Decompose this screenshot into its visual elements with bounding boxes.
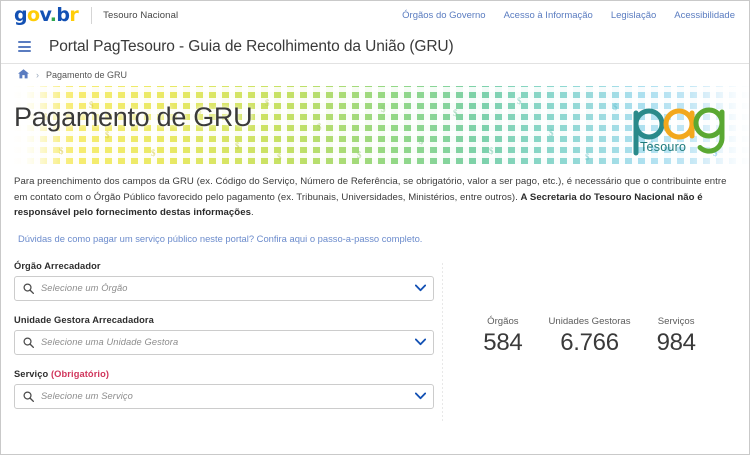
field-unidade-gestora-arrecadadora: Unidade Gestora Arrecadadora Selecione u… bbox=[14, 315, 434, 355]
stat-orgaos-value: 584 bbox=[483, 328, 523, 356]
field-label-text: Órgão Arrecadador bbox=[14, 260, 101, 271]
govbr-logo-letter-g: g bbox=[14, 4, 28, 26]
govbr-logo-letter-o: o bbox=[27, 4, 40, 26]
govbar-link-acessibilidade[interactable]: Acessibilidade bbox=[674, 10, 735, 21]
field-servico: Serviço (Obrigatório) Selecione um Servi… bbox=[14, 369, 434, 409]
intro-paragraph-text: Para preenchimento dos campos da GRU (ex… bbox=[14, 176, 727, 203]
breadcrumb: › Pagamento de GRU bbox=[1, 64, 749, 86]
govbar-link-acesso-a-informacao[interactable]: Acesso à Informação bbox=[503, 10, 593, 21]
hero-background-pattern bbox=[1, 86, 749, 164]
stat-servicos: Serviços 984 bbox=[644, 316, 709, 357]
hero-banner: $ $ $ $ $ $ $ $ $ $ $ $ $ $ $ $ $ $ $ $ … bbox=[1, 86, 749, 164]
stat-orgaos: Órgãos 584 bbox=[470, 316, 535, 357]
stat-unidades-gestoras: Unidades Gestoras 6.766 bbox=[535, 316, 643, 357]
home-icon[interactable] bbox=[18, 68, 29, 82]
header-bottom-divider bbox=[1, 63, 749, 64]
intro-paragraph: Para preenchimento dos campos da GRU (ex… bbox=[14, 174, 735, 221]
app-header: Portal PagTesouro - Guia de Recolhimento… bbox=[1, 30, 749, 63]
intro-paragraph-period: . bbox=[251, 207, 254, 218]
hamburger-icon-bar bbox=[18, 50, 31, 52]
govbar-links: Órgãos do Governo Acesso à Informação Le… bbox=[402, 10, 735, 21]
field-label-text: Serviço bbox=[14, 368, 49, 379]
select-orgao-arrecadador-placeholder: Selecione um Órgão bbox=[41, 283, 128, 293]
svg-text:Tesouro: Tesouro bbox=[640, 140, 686, 154]
gru-form: Órgão Arrecadador Selecione um Órgão bbox=[14, 261, 434, 421]
select-unidade-gestora-placeholder: Selecione uma Unidade Gestora bbox=[41, 337, 179, 347]
help-step-by-step-link[interactable]: Dúvidas de como pagar um serviço público… bbox=[18, 232, 423, 244]
govbar-link-legislacao[interactable]: Legislação bbox=[610, 10, 657, 21]
select-unidade-gestora-arrecadadora[interactable]: Selecione uma Unidade Gestora bbox=[14, 329, 434, 355]
field-required-marker: (Obrigatório) bbox=[50, 368, 110, 379]
select-orgao-arrecadador[interactable]: Selecione um Órgão bbox=[14, 275, 434, 301]
stat-servicos-value: 984 bbox=[656, 328, 696, 356]
stat-servicos-label: Serviços bbox=[657, 315, 695, 327]
pagtesouro-logo: Tesouro bbox=[627, 92, 735, 158]
intro-paragraph-emphasis: A Secretaria do Tesouro Nacional não é r… bbox=[14, 191, 703, 219]
field-label-orgao-arrecadador: Órgão Arrecadador bbox=[14, 261, 434, 271]
govbr-logo-dot: . bbox=[49, 4, 57, 26]
govbr-logo-letter-b: b bbox=[56, 4, 70, 26]
field-label-unidade-gestora-arrecadadora: Unidade Gestora Arrecadadora bbox=[14, 315, 434, 325]
stat-unidades-gestoras-value: 6.766 bbox=[560, 328, 619, 356]
govbr-logo[interactable]: gov.br bbox=[14, 4, 79, 26]
hamburger-icon[interactable] bbox=[18, 41, 31, 52]
field-label-text: Unidade Gestora Arrecadadora bbox=[14, 314, 154, 325]
main-content: Órgão Arrecadador Selecione um Órgão bbox=[1, 260, 749, 421]
select-servico[interactable]: Selecione um Serviço bbox=[14, 383, 434, 409]
govbar-divider bbox=[91, 7, 93, 24]
govbar-link-orgaos-do-governo[interactable]: Órgãos do Governo bbox=[402, 10, 486, 21]
govbr-logo-letter-r: r bbox=[69, 4, 79, 26]
field-label-servico: Serviço (Obrigatório) bbox=[14, 369, 434, 379]
select-servico-placeholder: Selecione um Serviço bbox=[41, 391, 133, 401]
breadcrumb-current-page: Pagamento de GRU bbox=[46, 70, 128, 80]
stat-orgaos-label: Órgãos bbox=[487, 315, 519, 327]
search-icon bbox=[23, 282, 34, 294]
breadcrumb-separator: › bbox=[36, 70, 39, 80]
statistics-panel: Órgãos 584 Unidades Gestoras 6.766 Servi… bbox=[443, 261, 736, 421]
govbar-organization-name: Tesouro Nacional bbox=[103, 10, 179, 21]
hero-left-fade bbox=[1, 86, 41, 164]
chevron-down-icon[interactable] bbox=[415, 392, 426, 400]
hamburger-icon-bar bbox=[18, 41, 31, 43]
govbr-logo-letter-v: v bbox=[39, 4, 50, 26]
intro-section: Para preenchimento dos campos da GRU (ex… bbox=[1, 164, 749, 244]
page-title: Portal PagTesouro - Guia de Recolhimento… bbox=[49, 37, 454, 55]
chevron-down-icon[interactable] bbox=[415, 338, 426, 346]
hero-title: Pagamento de GRU bbox=[14, 102, 253, 132]
search-icon bbox=[23, 390, 34, 402]
govbr-top-bar: gov.br Tesouro Nacional Órgãos do Govern… bbox=[1, 1, 749, 30]
hamburger-icon-bar bbox=[18, 45, 31, 48]
form-stats-divider bbox=[442, 260, 443, 421]
field-orgao-arrecadador: Órgão Arrecadador Selecione um Órgão bbox=[14, 261, 434, 301]
chevron-down-icon[interactable] bbox=[415, 284, 426, 292]
search-icon bbox=[23, 336, 34, 348]
stat-unidades-gestoras-label: Unidades Gestoras bbox=[548, 315, 631, 327]
